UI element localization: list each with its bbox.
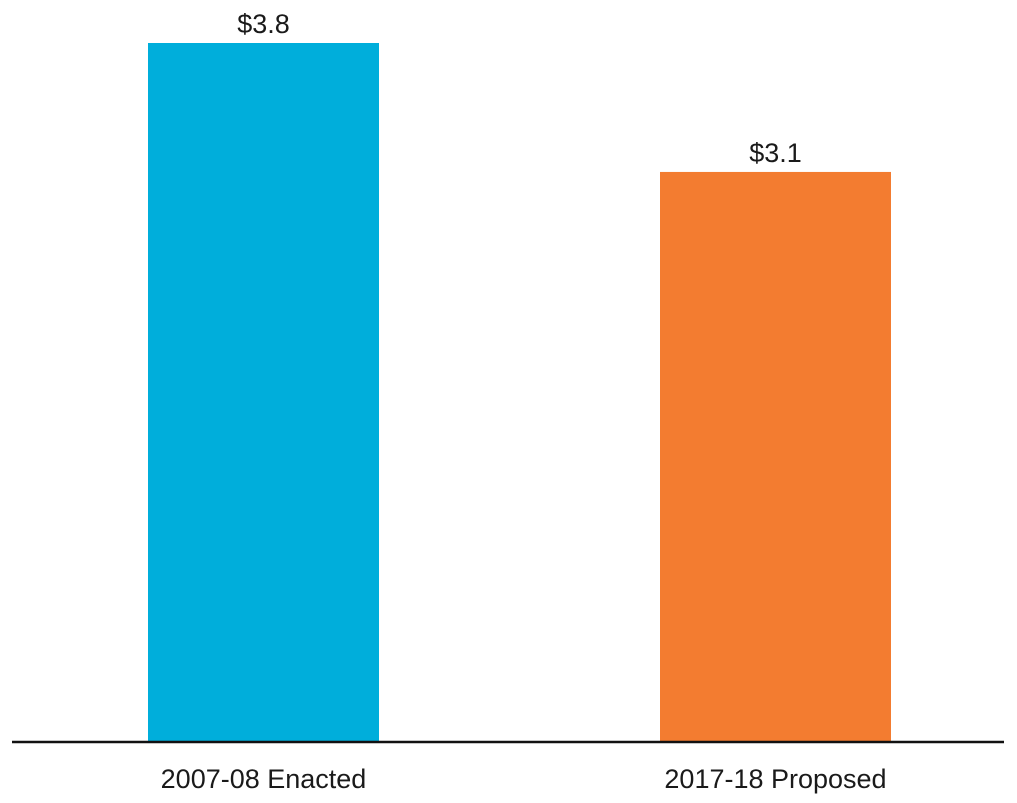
category-label-1: 2007-08 Enacted [161,764,367,794]
category-label-2: 2017-18 Proposed [664,764,886,794]
bar-1 [148,43,379,743]
bar-2 [660,171,891,743]
bars-layer [148,43,891,743]
value-label-1: $3.8 [237,9,290,39]
value-label-2: $3.1 [749,138,802,168]
value-labels-layer: $3.8 $3.1 [237,9,802,168]
category-labels-layer: 2007-08 Enacted 2017-18 Proposed [161,764,887,794]
